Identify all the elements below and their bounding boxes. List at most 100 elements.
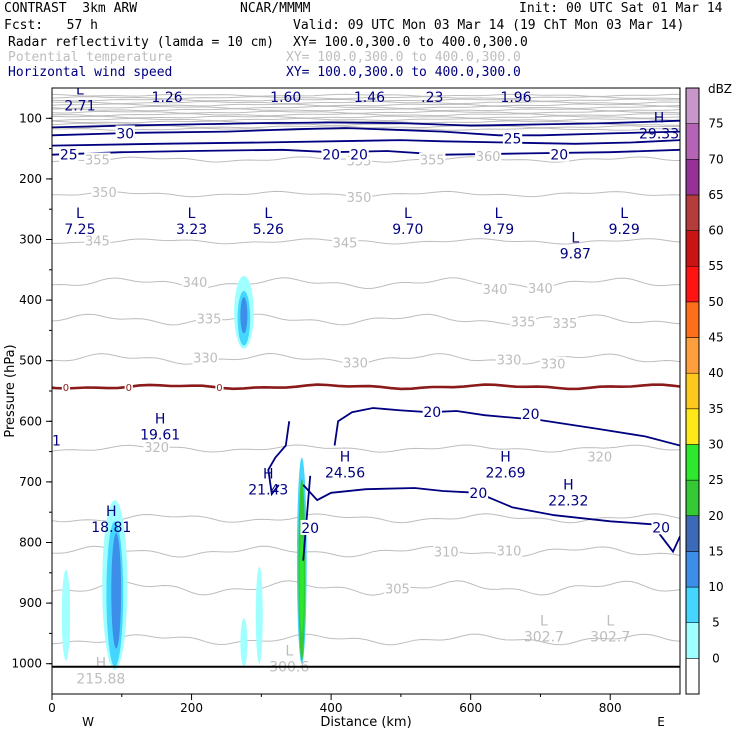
wind-label: 30 (116, 126, 134, 142)
theta-label: 355 (85, 154, 110, 169)
colorbar-tick-label: 55 (708, 259, 723, 273)
reflectivity-cell (240, 618, 248, 667)
y-tick-label: 400 (19, 293, 42, 307)
y-tick-label: 900 (19, 596, 42, 610)
theta-line (52, 93, 680, 97)
theta-label: 330 (497, 353, 522, 368)
freezing-label-bg (124, 381, 133, 393)
wind-label: 25 (504, 131, 522, 147)
colorbar-swatch (685, 372, 700, 410)
theta-label: 335 (511, 315, 536, 330)
theta-line (52, 115, 680, 119)
field-reflectivity-xy: XY= 100.0,300.0 to 400.0,300.0 (293, 35, 528, 50)
theta-line (52, 125, 680, 129)
init-time: Init: 00 UTC Sat 01 Mar 14 (519, 1, 723, 16)
reflectivity-cell (61, 569, 71, 661)
theta-label-bg (192, 350, 219, 365)
freezing-line (52, 383, 680, 391)
theta-contours (52, 93, 680, 646)
extremum-marker: H (106, 504, 117, 520)
extremum-value: 9.29 (609, 222, 640, 238)
theta-line (52, 110, 680, 114)
wind-label: 20 (652, 520, 670, 536)
theta-label-bg (84, 233, 111, 248)
wind-label-bg (502, 130, 523, 146)
theta-line (52, 580, 680, 596)
colorbar-tick-label: 70 (708, 152, 723, 166)
extremum-value: 24.56 (325, 466, 365, 482)
extremum-marker: L (163, 74, 171, 90)
wind-label-bg (321, 146, 341, 162)
extremum-marker: L (264, 206, 272, 222)
extremum-marker: L (76, 82, 84, 98)
theta-label: 345 (85, 235, 110, 250)
freezing-label-bg (215, 381, 224, 393)
theta-label-bg (331, 235, 359, 250)
theta-line (52, 120, 680, 124)
wind-contour (52, 119, 680, 129)
colorbar-swatch (685, 159, 700, 196)
extremum-value: 19.61 (140, 427, 180, 443)
extremum-marker: H (654, 110, 665, 126)
extremum-value: 22.32 (548, 494, 588, 510)
theta-label: 305 (385, 583, 410, 598)
theta-label: 310 (434, 546, 459, 561)
colorbar-tick-label: 15 (708, 544, 723, 558)
theta-line (52, 117, 680, 122)
colorbar-swatch (685, 586, 700, 623)
colorbar-tick-label: 25 (708, 473, 723, 487)
field-wind: Horizontal wind speed (8, 65, 173, 80)
theta-line (52, 545, 680, 558)
field-reflectivity: Radar reflectivity (lamda = 10 cm) (8, 35, 275, 50)
colorbar-tick-label: 45 (708, 331, 723, 345)
extremum-marker: L (188, 206, 196, 222)
reflectivity-cell (240, 297, 248, 334)
y-tick-label: 500 (19, 354, 42, 368)
extremum-marker: H (96, 656, 107, 672)
wind-label-bg (59, 146, 79, 162)
extremum-value: 1.60 (270, 90, 301, 106)
theta-label: 320 (144, 441, 169, 456)
wind-label-bg (349, 146, 369, 162)
theta-label-bg (91, 185, 118, 200)
colorbar-swatch (685, 87, 700, 124)
colorbar-tick-label: 10 (708, 580, 723, 594)
wind-label-bg (468, 484, 489, 500)
reflectivity-shading (61, 275, 307, 670)
theta-label: 340 (528, 282, 553, 297)
theta-label: 355 (420, 154, 445, 169)
extremum-marker: L (606, 613, 614, 629)
extremum-marker: L (620, 206, 628, 222)
theta-label-bg (195, 311, 223, 326)
freezing-label: 0 (216, 383, 222, 394)
extremum-value: 302.7 (524, 629, 564, 645)
wind-label: 20 (522, 407, 540, 423)
extremum-value: 21.43 (248, 483, 288, 499)
plot-header: CONTRAST 3km ARW NCAR/MMMM Init: 00 UTC … (0, 0, 740, 84)
x-axis-label: Distance (km) (320, 715, 411, 730)
extremum-marker: L (285, 644, 293, 660)
theta-label: 335 (552, 317, 577, 332)
extremum-marker: L (512, 74, 520, 90)
theta-line (52, 100, 680, 105)
theta-line (52, 633, 680, 646)
wind-contour (52, 139, 680, 147)
wind-label: 25 (60, 148, 78, 164)
y-tick-label: 600 (19, 414, 42, 428)
extremum-value: 215.88 (76, 672, 125, 688)
extremum-value: 22.69 (486, 466, 526, 482)
extremum-value: 2.71 (64, 98, 95, 114)
extremum-marker: L (428, 74, 436, 90)
theta-label-bg (527, 280, 554, 295)
theta-line (52, 238, 680, 245)
institution: NCAR/MMMM (240, 1, 311, 16)
theta-label-bg (384, 581, 411, 596)
wind-label: 20 (350, 148, 368, 164)
wind-label: 20 (469, 486, 487, 502)
wind-label-bg (115, 125, 135, 141)
theta-label: 335 (197, 312, 222, 327)
extremum-value: .23 (421, 90, 443, 106)
theta-label: 320 (587, 450, 612, 465)
extremum-value: 9.79 (483, 222, 514, 238)
theta-label-bg (433, 544, 460, 559)
